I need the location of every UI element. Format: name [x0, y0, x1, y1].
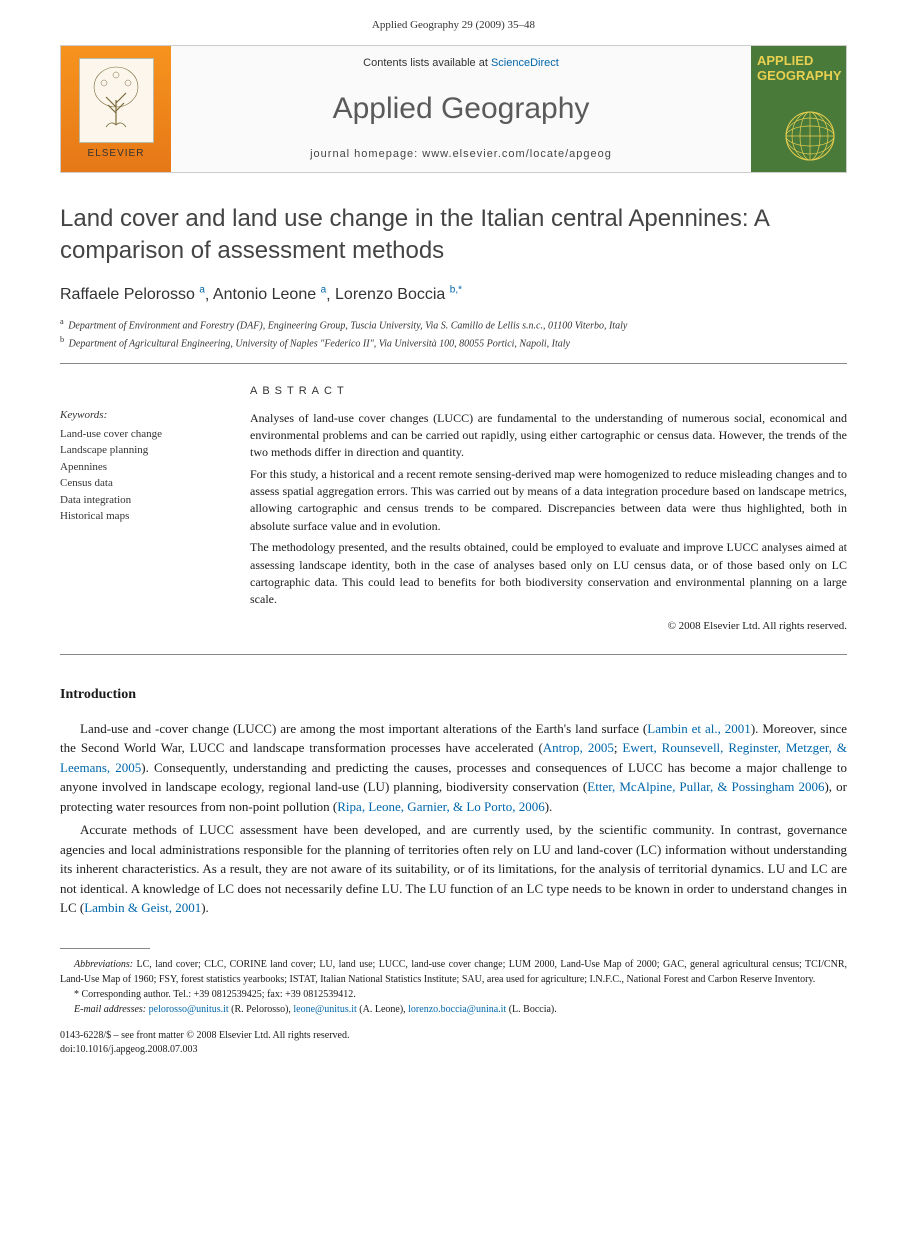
body-paragraph: Land-use and -cover change (LUCC) are am… — [60, 719, 847, 817]
author-affiliation-mark: a — [199, 285, 205, 296]
body-paragraph: Accurate methods of LUCC assessment have… — [60, 820, 847, 918]
abstract-copyright: © 2008 Elsevier Ltd. All rights reserved… — [250, 619, 847, 634]
keyword-item: Data integration — [60, 492, 220, 509]
footnotes: Abbreviations: LC, land cover; CLC, CORI… — [60, 957, 847, 1017]
citation-text: Applied Geography 29 (2009) 35–48 — [372, 19, 535, 31]
corresponding-author-footnote: * Corresponding author. Tel.: +39 081253… — [60, 987, 847, 1002]
author: Raffaele Pelorosso a — [60, 286, 205, 303]
article-title: Land cover and land use change in the It… — [60, 203, 847, 265]
citation-link[interactable]: Lambin et al., 2001 — [647, 721, 751, 736]
elsevier-logo-block: ELSEVIER — [61, 46, 171, 172]
keyword-item: Historical maps — [60, 508, 220, 525]
abstract-heading: ABSTRACT — [250, 384, 847, 399]
cover-title-line2: GEOGRAPHY — [757, 69, 842, 83]
author-affiliation-mark: a — [321, 285, 327, 296]
introduction-body: Land-use and -cover change (LUCC) are am… — [60, 719, 847, 918]
email-link[interactable]: pelorosso@unitus.it — [149, 1004, 229, 1015]
sciencedirect-link[interactable]: ScienceDirect — [491, 57, 559, 69]
email-link[interactable]: lorenzo.boccia@unina.it — [408, 1004, 506, 1015]
abstract-paragraph: For this study, a historical and a recen… — [250, 466, 847, 536]
citation-link[interactable]: Etter, McAlpine, Pullar, & Possingham 20… — [587, 779, 824, 794]
running-head: Applied Geography 29 (2009) 35–48 — [0, 0, 907, 45]
abstract-paragraph: Analyses of land-use cover changes (LUCC… — [250, 410, 847, 462]
keyword-item: Landscape planning — [60, 442, 220, 459]
abstract-paragraph: The methodology presented, and the resul… — [250, 539, 847, 609]
affiliation-line: b Department of Agricultural Engineering… — [60, 334, 847, 351]
abstract-block: Keywords: Land-use cover changeLandscape… — [60, 384, 847, 655]
doi-block: 0143-6228/$ – see front matter © 2008 El… — [60, 1029, 847, 1057]
banner-center: Contents lists available at ScienceDirec… — [171, 46, 751, 172]
emails-footnote: E-mail addresses: pelorosso@unitus.it (R… — [60, 1002, 847, 1017]
keywords-column: Keywords: Land-use cover changeLandscape… — [60, 384, 220, 634]
citation-link[interactable]: Antrop, 2005 — [543, 740, 614, 755]
author-affiliation-mark: b,* — [450, 285, 462, 296]
keyword-item: Land-use cover change — [60, 426, 220, 443]
journal-homepage: journal homepage: www.elsevier.com/locat… — [310, 147, 612, 162]
footnote-separator — [60, 948, 150, 949]
citation-link[interactable]: Ripa, Leone, Garnier, & Lo Porto, 2006 — [337, 799, 544, 814]
citation-link[interactable]: Ewert, Rounsevell, Reginster, Metzger, &… — [60, 740, 847, 775]
affiliations: a Department of Environment and Forestry… — [60, 316, 847, 364]
front-matter-line: 0143-6228/$ – see front matter © 2008 El… — [60, 1029, 847, 1043]
affiliation-link[interactable]: a — [321, 285, 327, 296]
abstract-column: ABSTRACT Analyses of land-use cover chan… — [250, 384, 847, 634]
cover-title-line1: APPLIED — [757, 54, 813, 68]
keyword-item: Apennines — [60, 459, 220, 476]
keyword-item: Census data — [60, 475, 220, 492]
journal-name: Applied Geography — [333, 88, 590, 130]
author-list: Raffaele Pelorosso a, Antonio Leone a, L… — [60, 284, 847, 307]
keywords-list: Land-use cover changeLandscape planningA… — [60, 426, 220, 525]
doi-line: doi:10.1016/j.apgeog.2008.07.003 — [60, 1043, 847, 1057]
elsevier-label: ELSEVIER — [88, 147, 145, 161]
emails-label: E-mail addresses: — [74, 1004, 149, 1015]
author: Antonio Leone a — [213, 286, 326, 303]
affiliation-link[interactable]: a — [199, 285, 205, 296]
citation-link[interactable]: Lambin & Geist, 2001 — [84, 900, 201, 915]
author: Lorenzo Boccia b,* — [335, 286, 462, 303]
keywords-heading: Keywords: — [60, 408, 220, 423]
email-link[interactable]: leone@unitus.it — [293, 1004, 356, 1015]
affiliation-line: a Department of Environment and Forestry… — [60, 316, 847, 333]
section-heading-introduction: Introduction — [60, 685, 847, 705]
journal-banner: ELSEVIER Contents lists available at Sci… — [60, 45, 847, 173]
contents-available-line: Contents lists available at ScienceDirec… — [363, 56, 559, 71]
globe-icon — [783, 109, 838, 164]
journal-cover-thumb: APPLIED GEOGRAPHY — [751, 46, 846, 172]
abstract-text: Analyses of land-use cover changes (LUCC… — [250, 410, 847, 609]
affiliation-link[interactable]: b,* — [450, 285, 462, 296]
elsevier-tree-icon — [79, 58, 154, 143]
abbreviations-footnote: Abbreviations: LC, land cover; CLC, CORI… — [60, 957, 847, 987]
